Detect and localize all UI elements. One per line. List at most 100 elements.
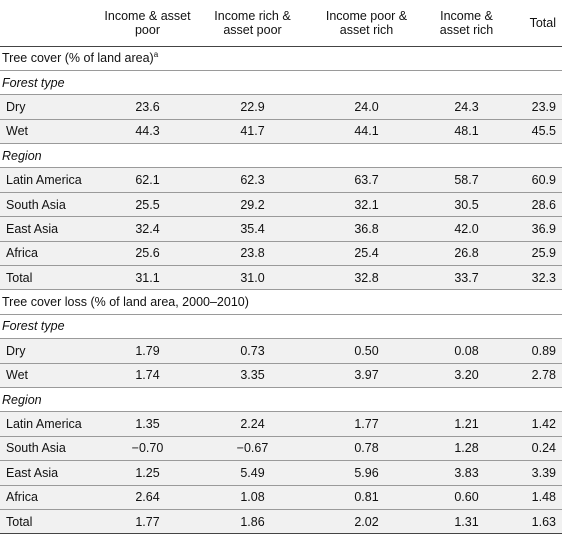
value-cell: 1.31 <box>423 509 510 534</box>
total-cell: 32.3 <box>510 265 562 290</box>
value-cell: 5.49 <box>195 460 310 486</box>
table-row: South Asia −0.70 −0.67 0.78 1.28 0.24 <box>0 436 562 461</box>
total-cell: 36.9 <box>510 216 562 242</box>
section-header-row: Tree cover loss (% of land area, 2000–20… <box>0 289 562 315</box>
value-cell: 5.96 <box>310 460 423 486</box>
table-row: South Asia 25.5 29.2 32.1 30.5 28.6 <box>0 192 562 217</box>
value-cell: 58.7 <box>423 167 510 193</box>
value-cell: 30.5 <box>423 192 510 217</box>
value-cell: 1.25 <box>100 460 195 486</box>
header-row: Income & asset poor Income rich & asset … <box>0 0 562 47</box>
subsection-title: Region <box>0 387 562 412</box>
value-cell: 33.7 <box>423 265 510 290</box>
row-label: Latin America <box>0 411 100 437</box>
section-title-text: Tree cover (% of land area) <box>2 51 154 66</box>
value-cell: 31.1 <box>100 265 195 290</box>
value-cell: 3.83 <box>423 460 510 486</box>
value-cell: 0.78 <box>310 436 423 461</box>
subsection-header-row: Forest type <box>0 70 562 95</box>
row-label: Africa <box>0 241 100 266</box>
subsection-header-row: Region <box>0 387 562 412</box>
value-cell: 1.08 <box>195 485 310 510</box>
value-cell: 2.64 <box>100 485 195 510</box>
table-row: Africa 25.6 23.8 25.4 26.8 25.9 <box>0 241 562 266</box>
value-cell: 25.6 <box>100 241 195 266</box>
value-cell: 0.60 <box>423 485 510 510</box>
row-label: East Asia <box>0 460 100 486</box>
value-cell: −0.67 <box>195 436 310 461</box>
value-cell: 1.86 <box>195 509 310 534</box>
value-cell: 32.4 <box>100 216 195 242</box>
value-cell: −0.70 <box>100 436 195 461</box>
value-cell: 3.35 <box>195 363 310 388</box>
section-title: Tree cover (% of land area)a <box>0 46 562 71</box>
section-title-text: Tree cover loss (% of land area, 2000–20… <box>2 295 249 310</box>
header-income-asset-poor: Income & asset poor <box>100 0 195 47</box>
table-row: Dry 23.6 22.9 24.0 24.3 23.9 <box>0 94 562 120</box>
value-cell: 48.1 <box>423 119 510 144</box>
table-header: Income & asset poor Income rich & asset … <box>0 0 562 47</box>
value-cell: 31.0 <box>195 265 310 290</box>
table-row: Total 1.77 1.86 2.02 1.31 1.63 <box>0 509 562 534</box>
value-cell: 23.8 <box>195 241 310 266</box>
value-cell: 62.3 <box>195 167 310 193</box>
section-title: Tree cover loss (% of land area, 2000–20… <box>0 289 562 315</box>
value-cell: 1.35 <box>100 411 195 437</box>
table-row: Latin America 62.1 62.3 63.7 58.7 60.9 <box>0 167 562 193</box>
row-label: South Asia <box>0 436 100 461</box>
total-cell: 0.89 <box>510 338 562 364</box>
row-label: East Asia <box>0 216 100 242</box>
value-cell: 0.81 <box>310 485 423 510</box>
table-row: Total 31.1 31.0 32.8 33.7 32.3 <box>0 265 562 290</box>
subsection-title: Forest type <box>0 70 562 95</box>
row-label: Wet <box>0 363 100 388</box>
value-cell: 35.4 <box>195 216 310 242</box>
value-cell: 62.1 <box>100 167 195 193</box>
value-cell: 23.6 <box>100 94 195 120</box>
total-cell: 1.48 <box>510 485 562 510</box>
row-label: Total <box>0 265 100 290</box>
total-cell: 25.9 <box>510 241 562 266</box>
value-cell: 24.0 <box>310 94 423 120</box>
table-row: Africa 2.64 1.08 0.81 0.60 1.48 <box>0 485 562 510</box>
row-label: South Asia <box>0 192 100 217</box>
footnote-marker: a <box>153 50 159 60</box>
table-row: Wet 1.74 3.35 3.97 3.20 2.78 <box>0 363 562 388</box>
value-cell: 1.77 <box>100 509 195 534</box>
value-cell: 0.08 <box>423 338 510 364</box>
value-cell: 44.1 <box>310 119 423 144</box>
total-cell: 23.9 <box>510 94 562 120</box>
value-cell: 1.74 <box>100 363 195 388</box>
total-cell: 2.78 <box>510 363 562 388</box>
total-cell: 3.39 <box>510 460 562 486</box>
total-cell: 28.6 <box>510 192 562 217</box>
value-cell: 25.4 <box>310 241 423 266</box>
header-empty-cell <box>0 0 100 47</box>
value-cell: 1.79 <box>100 338 195 364</box>
row-label: Latin America <box>0 167 100 193</box>
table-body: Tree cover (% of land area)a Forest type D… <box>0 46 562 534</box>
value-cell: 24.3 <box>423 94 510 120</box>
header-total: Total <box>510 0 562 47</box>
value-cell: 36.8 <box>310 216 423 242</box>
value-cell: 1.28 <box>423 436 510 461</box>
total-cell: 0.24 <box>510 436 562 461</box>
value-cell: 1.77 <box>310 411 423 437</box>
subsection-header-row: Region <box>0 143 562 168</box>
header-income-rich-asset-poor: Income rich & asset poor <box>195 0 310 47</box>
table-row: East Asia 32.4 35.4 36.8 42.0 36.9 <box>0 216 562 242</box>
subsection-title: Forest type <box>0 314 562 339</box>
total-cell: 45.5 <box>510 119 562 144</box>
total-cell: 60.9 <box>510 167 562 193</box>
value-cell: 0.73 <box>195 338 310 364</box>
value-cell: 44.3 <box>100 119 195 144</box>
value-cell: 32.8 <box>310 265 423 290</box>
table-row: Dry 1.79 0.73 0.50 0.08 0.89 <box>0 338 562 364</box>
value-cell: 25.5 <box>100 192 195 217</box>
row-label: Total <box>0 509 100 534</box>
row-label: Wet <box>0 119 100 144</box>
value-cell: 42.0 <box>423 216 510 242</box>
value-cell: 3.97 <box>310 363 423 388</box>
subsection-header-row: Forest type <box>0 314 562 339</box>
